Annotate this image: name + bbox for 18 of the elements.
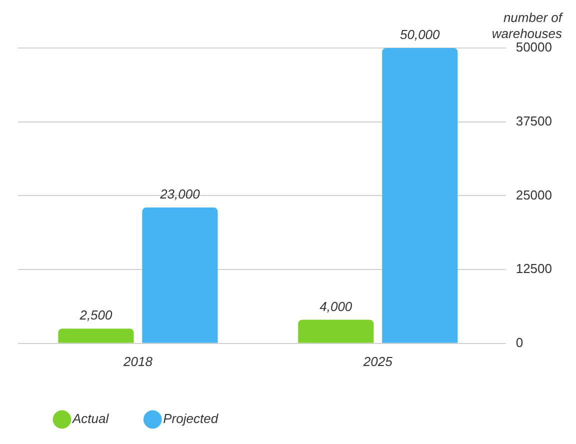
bar (58, 328, 134, 343)
bar (142, 208, 218, 343)
y-axis-title: number of warehouses (492, 10, 564, 42)
bar (382, 48, 458, 343)
y-tick-label: 12500 (516, 261, 552, 276)
x-tick-label: 2025 (362, 354, 394, 369)
data-label: 2,500 (78, 308, 114, 323)
y-tick-label: 37500 (516, 113, 552, 128)
data-label: 4,000 (320, 298, 353, 314)
y-tick-label: 0 (516, 334, 524, 350)
data-label: 23,000 (159, 186, 201, 202)
y-tick-label: 50000 (516, 40, 552, 55)
data-label: 50,000 (400, 27, 441, 42)
x-tick-label: 2018 (122, 354, 154, 369)
legend-label: Actual (72, 411, 110, 426)
bar (298, 320, 374, 343)
y-tick-label: 25000 (516, 187, 552, 202)
legend-label: Projected (163, 411, 219, 426)
